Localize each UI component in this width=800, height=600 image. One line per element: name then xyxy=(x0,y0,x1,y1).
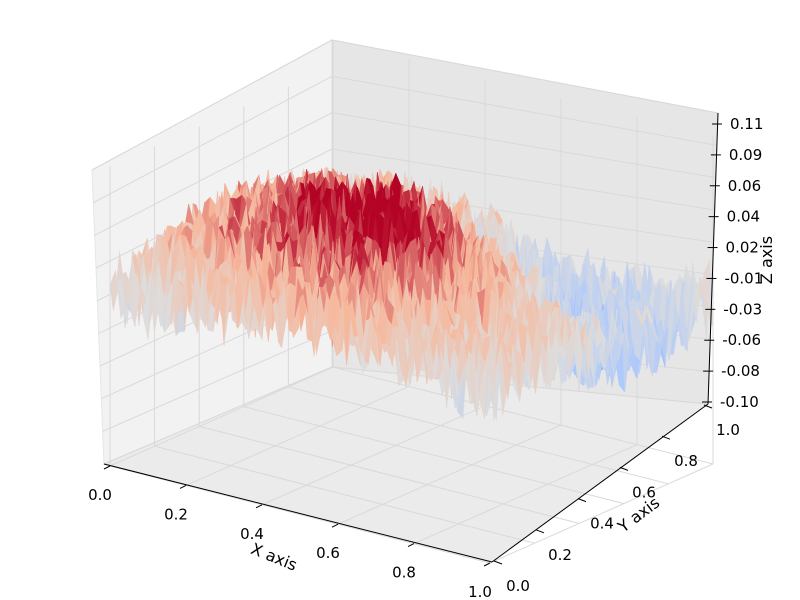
z-gridline-right xyxy=(331,39,719,114)
z-tick-label: 0.04 xyxy=(727,208,760,226)
x-tick-label: 0.8 xyxy=(392,564,416,582)
z-gridline-left xyxy=(94,112,333,236)
z-gridline-left xyxy=(91,39,333,171)
y-tick-label: 0.4 xyxy=(590,515,614,533)
y-tick-label: 1.0 xyxy=(716,421,740,439)
x-tick-mark xyxy=(331,523,339,528)
floor-gridline-x xyxy=(413,444,638,545)
x-tick-mark xyxy=(483,562,491,567)
y-tick-mark xyxy=(493,560,503,565)
z-tick-label: 0.06 xyxy=(728,177,761,195)
y-tick-label: 0.0 xyxy=(506,577,530,595)
floor-gridline-x xyxy=(185,385,410,486)
x-tick-mark xyxy=(407,543,415,548)
y-tick-label: 0.8 xyxy=(674,452,698,470)
z-gridline-right xyxy=(331,148,715,211)
y-tick-mark xyxy=(535,529,545,534)
z-gridline-left xyxy=(103,366,333,465)
z-gridline-right xyxy=(331,112,716,179)
surface xyxy=(109,166,714,421)
z-gridline-right xyxy=(331,75,717,146)
x-tick-label: 0.6 xyxy=(316,544,340,562)
z-tick-label: -0.03 xyxy=(723,300,762,318)
floor-gridline-y xyxy=(332,366,714,465)
z-tick-label: -0.08 xyxy=(721,362,760,380)
x-tick-mark xyxy=(179,484,187,489)
x-tick-mark xyxy=(255,504,263,509)
z-tick-label: -0.10 xyxy=(720,393,759,411)
z-gridline-left xyxy=(93,75,333,204)
floor-gridline-x xyxy=(261,405,486,506)
x-tick-mark xyxy=(103,465,111,470)
floor-gridline-x xyxy=(337,424,562,525)
z-tick-label: 0.09 xyxy=(729,146,762,164)
y-tick-mark xyxy=(619,466,629,471)
floor-gridline-y xyxy=(109,465,491,564)
x-tick-label: 0.2 xyxy=(164,505,188,523)
x-tick-label: 1.0 xyxy=(468,583,492,600)
y-tick-mark xyxy=(577,498,587,503)
z-tick-label: 0.02 xyxy=(726,239,759,257)
z-tick-label: -0.06 xyxy=(722,331,761,349)
floor-gridline-y xyxy=(154,445,535,544)
floor-gridline-x xyxy=(489,463,714,564)
floor-gridline-x xyxy=(109,366,334,467)
y-tick-label: 0.2 xyxy=(548,546,572,564)
floor-gridline-y xyxy=(243,406,624,505)
floor-gridline-y xyxy=(199,425,580,524)
x-tick-label: 0.0 xyxy=(88,486,112,504)
y-tick-mark xyxy=(661,435,671,440)
z-gridline-left xyxy=(102,330,333,432)
floor-gridline-y xyxy=(288,386,669,485)
